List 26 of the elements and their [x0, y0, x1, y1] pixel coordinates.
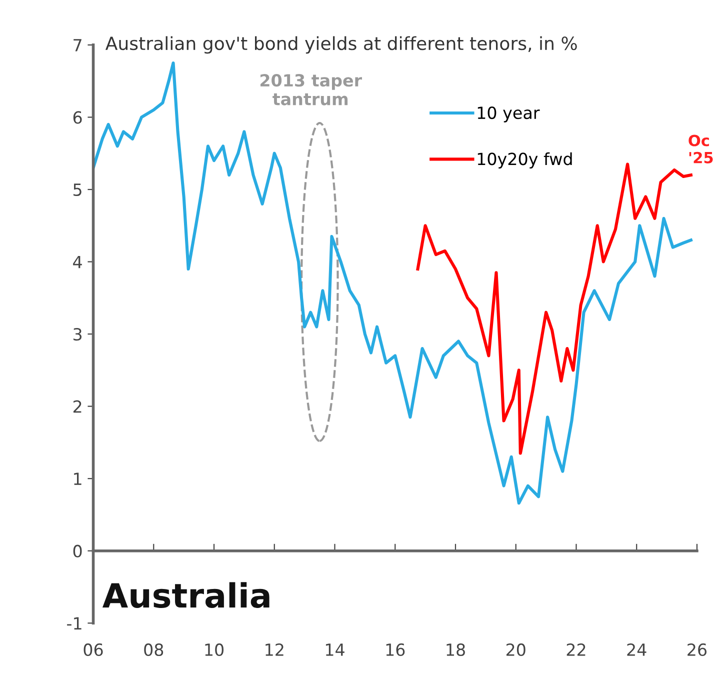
- annotation: 2013 taper tantrum: [260, 74, 362, 106]
- x-tick-label: 06: [84, 643, 103, 656]
- x-tick-label: 16: [386, 643, 405, 656]
- y-tick-label: 0: [73, 544, 82, 558]
- x-tick-label: 24: [627, 643, 646, 656]
- annotation: Australia: [102, 582, 270, 608]
- x-tick-label: 12: [266, 643, 284, 656]
- y-tick-label: 1: [74, 472, 82, 485]
- x-tick-label: 18: [446, 643, 465, 656]
- x-tick-label: 26: [688, 643, 707, 656]
- x-tick-label: 22: [566, 643, 586, 656]
- y-tick-label: 3: [74, 328, 82, 341]
- annotation: Oc '25: [688, 134, 713, 164]
- y-tick-label: 7: [74, 39, 82, 52]
- y-tick-label: 4: [73, 256, 82, 268]
- chart-title: Australian gov't bond yields at different tenors, in %: [105, 36, 577, 54]
- legend-label: 10 year: [478, 106, 540, 122]
- x-tick-label: 20: [506, 643, 526, 656]
- y-tick-label: -1: [67, 617, 82, 630]
- legend-label: 10y20y fwd: [478, 152, 572, 168]
- y-tick-label: 6: [73, 111, 82, 124]
- y-tick-label: 2: [73, 400, 82, 413]
- x-tick-label: 14: [326, 644, 344, 656]
- x-tick-label: 08: [144, 643, 164, 656]
- x-tick-label: 10: [205, 643, 224, 656]
- y-tick-label: 5: [74, 184, 82, 196]
